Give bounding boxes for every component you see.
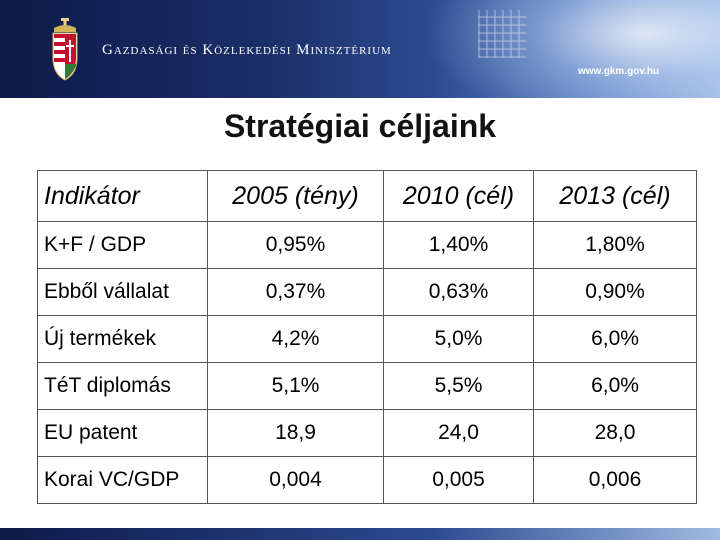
row-label: Ebből vállalat xyxy=(37,268,208,316)
ministry-name: Gazdasági és Közlekedési Minisztérium xyxy=(102,42,392,58)
cell-value: 0,90% xyxy=(533,268,697,316)
row-label: K+F / GDP xyxy=(37,221,208,269)
website-url: www.gkm.gov.hu xyxy=(578,66,660,77)
cell-value: 1,40% xyxy=(383,221,534,269)
column-header-2010: 2010 (cél) xyxy=(383,170,534,222)
row-label: Korai VC/GDP xyxy=(37,456,208,504)
cell-value: 0,95% xyxy=(207,221,384,269)
cell-value: 1,80% xyxy=(533,221,697,269)
cell-value: 4,2% xyxy=(207,315,384,363)
row-label: EU patent xyxy=(37,409,208,457)
table-row: K+F / GDP 0,95% 1,40% 1,80% xyxy=(37,221,697,269)
table-row: Korai VC/GDP 0,004 0,005 0,006 xyxy=(37,456,697,504)
cell-value: 18,9 xyxy=(207,409,384,457)
cell-value: 5,5% xyxy=(383,362,534,410)
cell-value: 5,0% xyxy=(383,315,534,363)
cell-value: 6,0% xyxy=(533,362,697,410)
slide-title: Stratégiai céljaink xyxy=(223,108,497,144)
header-banner: Gazdasági és Közlekedési Minisztérium ww… xyxy=(0,0,720,98)
cell-value: 6,0% xyxy=(533,315,697,363)
banner-glow xyxy=(420,0,720,98)
row-label: TéT diplomás xyxy=(37,362,208,410)
footer-bar xyxy=(0,528,720,540)
table-row: Ebből vállalat 0,37% 0,63% 0,90% xyxy=(37,268,697,316)
banner-grid-graphic xyxy=(478,10,526,58)
table-row: EU patent 18,9 24,0 28,0 xyxy=(37,409,697,457)
cell-value: 24,0 xyxy=(383,409,534,457)
cell-value: 0,005 xyxy=(383,456,534,504)
coat-of-arms-icon xyxy=(52,18,78,81)
cell-value: 28,0 xyxy=(533,409,697,457)
row-label: Új termékek xyxy=(37,315,208,363)
cell-value: 0,63% xyxy=(383,268,534,316)
cell-value: 0,004 xyxy=(207,456,384,504)
column-header-2005: 2005 (tény) xyxy=(207,170,384,222)
cell-value: 5,1% xyxy=(207,362,384,410)
column-header-indicator: Indikátor xyxy=(37,170,208,222)
table-row: Új termékek 4,2% 5,0% 6,0% xyxy=(37,315,697,363)
table-header-row: Indikátor 2005 (tény) 2010 (cél) 2013 (c… xyxy=(37,170,697,222)
column-header-2013: 2013 (cél) xyxy=(533,170,697,222)
table-row: TéT diplomás 5,1% 5,5% 6,0% xyxy=(37,362,697,410)
indicator-table: Indikátor 2005 (tény) 2010 (cél) 2013 (c… xyxy=(37,170,697,504)
cell-value: 0,37% xyxy=(207,268,384,316)
cell-value: 0,006 xyxy=(533,456,697,504)
